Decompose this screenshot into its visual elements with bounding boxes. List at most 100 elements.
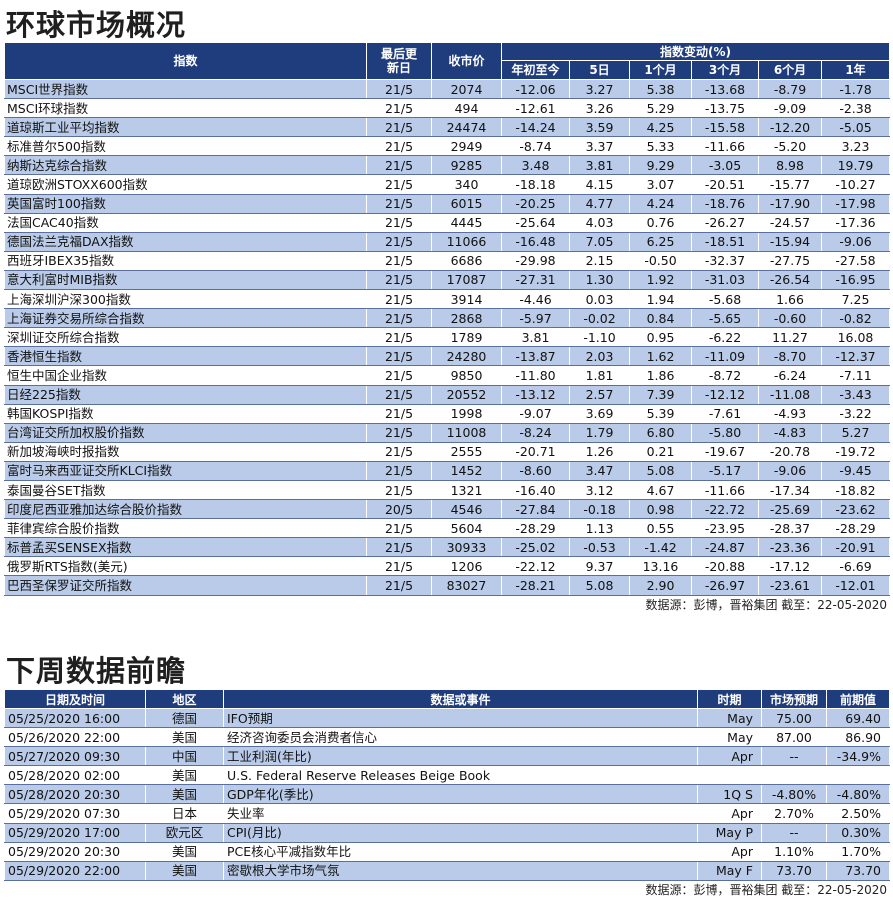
index-name-cell: 新加坡海峡时报指数 <box>4 442 367 462</box>
datetime-cell: 05/27/2020 09:30 <box>4 746 146 767</box>
change-1y-cell: -9.45 <box>821 461 890 481</box>
change-1y-cell: 19.79 <box>821 155 890 176</box>
change-3m-cell: -18.51 <box>691 232 759 252</box>
last-update-cell: 21/5 <box>366 327 432 348</box>
index-name-cell: 西班牙IBEX35指数 <box>4 251 367 271</box>
close-price-cell: 24474 <box>431 117 502 138</box>
change-ytd-cell: -28.29 <box>501 518 570 539</box>
table-row: 俄罗斯RTS指数(美元) 21/5 1206 -22.12 9.37 13.16 -20.8… <box>4 556 890 577</box>
change-1y-cell: 5.27 <box>821 423 890 443</box>
last-update-cell: 21/5 <box>366 537 432 558</box>
header-1y: 1年 <box>821 60 890 80</box>
datetime-cell: 05/28/2020 20:30 <box>4 784 146 805</box>
last-update-cell: 21/5 <box>366 194 432 214</box>
forecast-cell: 1.10% <box>761 842 827 862</box>
table-row: 富时马来西亚证交所KLCI指数 21/5 1452 -8.60 3.47 5.08 -5.1… <box>4 461 890 481</box>
change-3m-cell: -24.87 <box>691 537 759 558</box>
header-6m: 6个月 <box>758 60 822 80</box>
datetime-cell: 05/26/2020 22:00 <box>4 727 146 748</box>
change-6m-cell: -8.70 <box>758 346 822 367</box>
change-1y-cell: -1.78 <box>821 79 890 100</box>
index-name-cell: 英国富时100指数 <box>4 194 367 214</box>
change-3m-cell: -11.66 <box>691 136 759 157</box>
table-row: 05/28/2020 02:00 美国 U.S. Federal Reserve R… <box>4 765 890 786</box>
change-3m-cell: -26.97 <box>691 575 759 596</box>
change-6m-cell: -0.60 <box>758 308 822 329</box>
last-update-cell: 21/5 <box>366 98 432 119</box>
change-6m-cell: 11.27 <box>758 327 822 348</box>
change-5d-cell: 2.03 <box>569 346 630 367</box>
close-price-cell: 1206 <box>431 556 502 577</box>
header-forecast: 市场预期 <box>761 689 827 709</box>
header-previous: 前期值 <box>826 689 890 709</box>
change-5d-cell: 3.47 <box>569 461 630 481</box>
last-update-cell: 21/5 <box>366 117 432 138</box>
change-1y-cell: -19.72 <box>821 442 890 462</box>
last-update-cell: 21/5 <box>366 79 432 100</box>
event-cell: 密歇根大学市场气氛 <box>223 861 698 881</box>
period-cell: 1Q S <box>697 784 762 805</box>
header-close: 收市价 <box>431 42 502 80</box>
table-row: 菲律宾综合股价指数 21/5 5604 -28.29 1.13 0.55 -23.95 -28… <box>4 518 890 539</box>
index-name-cell: 深圳证交所综合指数 <box>4 327 367 348</box>
change-3m-cell: -20.51 <box>691 174 759 195</box>
last-update-cell: 21/5 <box>366 270 432 291</box>
table-row: 标准普尔500指数 21/5 2949 -8.74 3.37 5.33 -11.66 -5.2… <box>4 136 890 157</box>
change-1m-cell: 1.62 <box>629 346 692 367</box>
index-name-cell: 标准普尔500指数 <box>4 136 367 157</box>
event-cell: 经济咨询委员会消费者信心 <box>223 727 698 748</box>
change-3m-cell: -3.05 <box>691 155 759 176</box>
weekly-source-note: 数据源：彭博，晋裕集团 截至：22-05-2020 <box>645 883 887 897</box>
table-row: 新加坡海峡时报指数 21/5 2555 -20.71 1.26 0.21 -19.67 -20… <box>4 442 890 462</box>
close-price-cell: 1321 <box>431 480 502 501</box>
change-5d-cell: 7.05 <box>569 232 630 252</box>
header-datetime: 日期及时间 <box>4 689 146 709</box>
previous-cell: -34.9% <box>826 746 890 767</box>
change-6m-cell: -11.08 <box>758 385 822 405</box>
change-3m-cell: -31.03 <box>691 270 759 291</box>
previous-cell: 1.70% <box>826 842 890 862</box>
change-ytd-cell: -5.97 <box>501 308 570 329</box>
close-price-cell: 2868 <box>431 308 502 329</box>
change-ytd-cell: 3.48 <box>501 155 570 176</box>
close-price-cell: 2949 <box>431 136 502 157</box>
change-3m-cell: -11.09 <box>691 346 759 367</box>
datetime-cell: 05/29/2020 20:30 <box>4 842 146 862</box>
previous-cell: 2.50% <box>826 803 890 824</box>
change-ytd-cell: -14.24 <box>501 117 570 138</box>
table-row: 法国CAC40指数 21/5 4445 -25.64 4.03 0.76 -26.27 -24… <box>4 213 890 233</box>
header-1m: 1个月 <box>629 60 692 80</box>
close-price-cell: 83027 <box>431 575 502 596</box>
last-update-cell: 21/5 <box>366 308 432 329</box>
index-name-cell: 韩国KOSPI指数 <box>4 404 367 424</box>
change-5d-cell: 3.26 <box>569 98 630 119</box>
table-row: 西班牙IBEX35指数 21/5 6686 -29.98 2.15 -0.50 -32.37… <box>4 251 890 271</box>
last-update-cell: 20/5 <box>366 499 432 520</box>
period-cell: May <box>697 708 762 729</box>
previous-cell: 86.90 <box>826 727 890 748</box>
table-row: 标普孟买SENSEX指数 21/5 30933 -25.02 -0.53 -1.42 -24… <box>4 537 890 558</box>
change-6m-cell: 1.66 <box>758 289 822 310</box>
change-1m-cell: 5.08 <box>629 461 692 481</box>
change-3m-cell: -19.67 <box>691 442 759 462</box>
close-price-cell: 494 <box>431 98 502 119</box>
change-ytd-cell: -16.40 <box>501 480 570 501</box>
previous-cell: -4.80% <box>826 784 890 805</box>
table-row: 05/27/2020 09:30 中国 工业利润(年比) Apr -- -34.9% <box>4 746 890 767</box>
change-1y-cell: -6.69 <box>821 556 890 577</box>
change-1m-cell: 1.86 <box>629 365 692 386</box>
datetime-cell: 05/25/2020 16:00 <box>4 708 146 729</box>
change-6m-cell: -23.36 <box>758 537 822 558</box>
change-1m-cell: 13.16 <box>629 556 692 577</box>
change-1m-cell: 0.55 <box>629 518 692 539</box>
change-ytd-cell: -4.46 <box>501 289 570 310</box>
change-1y-cell: -17.36 <box>821 213 890 233</box>
index-name-cell: 上海深圳沪深300指数 <box>4 289 367 310</box>
close-price-cell: 3914 <box>431 289 502 310</box>
change-ytd-cell: -28.21 <box>501 575 570 596</box>
change-5d-cell: 2.15 <box>569 251 630 271</box>
table-row: 05/28/2020 20:30 美国 GDP年化(季比) 1Q S -4.80% -4.… <box>4 784 890 805</box>
change-5d-cell: 3.59 <box>569 117 630 138</box>
change-5d-cell: 1.26 <box>569 442 630 462</box>
table-row: 印度尼西亚雅加达综合股价指数 20/5 4546 -27.84 -0.18 0.98 -22… <box>4 499 890 520</box>
